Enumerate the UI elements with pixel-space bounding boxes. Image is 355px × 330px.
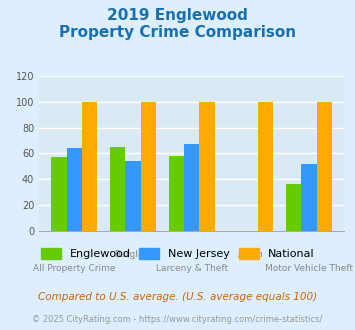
Bar <box>67 148 82 231</box>
Bar <box>317 102 332 231</box>
Text: Burglary: Burglary <box>114 250 152 259</box>
Text: Motor Vehicle Theft: Motor Vehicle Theft <box>265 264 353 273</box>
Bar <box>184 145 200 231</box>
Legend: Englewood, New Jersey, National: Englewood, New Jersey, National <box>36 244 319 263</box>
Bar <box>110 147 125 231</box>
Text: © 2025 CityRating.com - https://www.cityrating.com/crime-statistics/: © 2025 CityRating.com - https://www.city… <box>32 315 323 324</box>
Text: Arson: Arson <box>237 250 263 259</box>
Bar <box>169 156 184 231</box>
Text: Larceny & Theft: Larceny & Theft <box>155 264 228 273</box>
Bar <box>125 161 141 231</box>
Bar <box>200 102 214 231</box>
Text: Compared to U.S. average. (U.S. average equals 100): Compared to U.S. average. (U.S. average … <box>38 292 317 302</box>
Text: 2019 Englewood: 2019 Englewood <box>107 8 248 23</box>
Bar <box>301 164 317 231</box>
Bar <box>51 157 67 231</box>
Bar <box>141 102 156 231</box>
Bar <box>286 184 301 231</box>
Text: All Property Crime: All Property Crime <box>33 264 115 273</box>
Bar <box>82 102 97 231</box>
Text: Property Crime Comparison: Property Crime Comparison <box>59 25 296 40</box>
Bar <box>258 102 273 231</box>
